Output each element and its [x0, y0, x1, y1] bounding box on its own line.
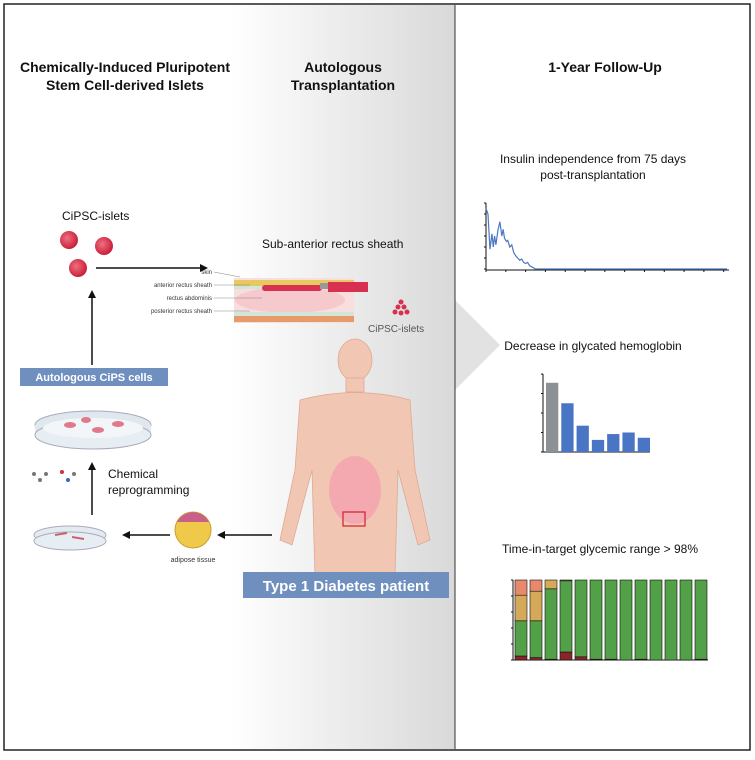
- insulin-line-chart: [484, 202, 729, 272]
- bar-day-75: [561, 403, 574, 452]
- site-title: Sub-anterior rectus sheath: [262, 237, 403, 251]
- stacked-segment: [529, 620, 543, 658]
- transition-gradient: [230, 5, 455, 749]
- layer-anterior-sheath: anterior rectus sheath: [154, 283, 212, 289]
- islet-cluster-icon: [60, 231, 113, 277]
- stacked-segment: [529, 657, 543, 661]
- reprogramming-line1: Chemical: [108, 467, 158, 481]
- stacked-segment: [529, 590, 543, 622]
- injected-islets-icon: [392, 299, 410, 316]
- stacked-segment: [544, 588, 558, 660]
- stacked-segment: [664, 579, 678, 661]
- chart2-title: Decrease in glycated hemoglobin: [504, 339, 681, 353]
- chart1-title-line1: Insulin independence from 75 days: [500, 152, 686, 166]
- stacked-segment: [559, 651, 573, 661]
- arrow-head-icon: [88, 462, 96, 470]
- header-col2-line2: Transplantation: [291, 77, 395, 93]
- petri-dish-fibroblasts-icon: [33, 525, 107, 551]
- bar-day-120: [576, 425, 589, 452]
- stacked-segment: [649, 579, 663, 661]
- injected-islets-label: CiPSC-islets: [368, 324, 424, 335]
- petri-dish-cells-icon: [34, 410, 152, 450]
- bar-baseline: [546, 382, 559, 452]
- stacked-segment: [559, 579, 573, 582]
- layer-rectus-abdominis: rectus abdominis: [167, 296, 212, 302]
- header-col1-line2: Stem Cell-derived Islets: [46, 77, 204, 93]
- stacked-segment: [589, 579, 603, 660]
- arrow-head-icon: [88, 290, 96, 298]
- stacked-segment: [514, 620, 528, 657]
- arrow-head-icon: [200, 264, 208, 272]
- hba1c-bar-chart: [541, 373, 650, 453]
- time-in-range-stacked-chart: [511, 579, 708, 661]
- stacked-segment: [574, 579, 588, 658]
- layer-skin: skin: [201, 270, 212, 276]
- tissue-cross-section: [234, 278, 368, 323]
- stacked-segment: [514, 655, 528, 661]
- cells-badge-label: Autologous CiPS cells: [35, 372, 152, 384]
- reprogramming-line2: reprogramming: [108, 483, 189, 497]
- adipose-label: adipose tissue: [171, 557, 216, 564]
- adipose-tissue-icon: [174, 511, 212, 549]
- header-col1-line1: Chemically-Induced Pluripotent: [20, 59, 230, 75]
- stacked-segment: [514, 594, 528, 622]
- islets-label: CiPSC-islets: [62, 209, 129, 223]
- stacked-segment: [679, 579, 693, 661]
- stacked-segment: [619, 579, 633, 661]
- stacked-segment: [604, 579, 618, 660]
- chart1-title-line2: post-transplantation: [540, 168, 645, 182]
- stacked-segment: [574, 656, 588, 661]
- bar-day-300: [622, 432, 635, 452]
- arrow-head-icon: [217, 531, 225, 539]
- bar-day-240: [607, 434, 620, 452]
- stacked-segment: [529, 579, 543, 592]
- chart3-title: Time-in-target glycemic range > 98%: [502, 542, 698, 556]
- stacked-segment: [694, 579, 708, 660]
- header-col3: 1-Year Follow-Up: [548, 59, 662, 75]
- insulin-series-line: [485, 208, 727, 270]
- stacked-segment: [544, 579, 558, 590]
- header-col2-line1: Autologous: [304, 59, 382, 75]
- arrow-head-icon: [122, 531, 130, 539]
- stacked-segment: [634, 579, 648, 660]
- layer-posterior-sheath: posterior rectus sheath: [151, 309, 212, 315]
- bar-day-180: [591, 439, 605, 452]
- chevron-arrow-icon: [455, 300, 500, 390]
- patient-badge-label: Type 1 Diabetes patient: [263, 578, 429, 595]
- stacked-segment: [514, 579, 528, 596]
- chemical-molecules-icon: [32, 470, 76, 482]
- bar-day-360: [637, 437, 650, 452]
- human-body-icon: [279, 338, 431, 576]
- patient-badge: [243, 572, 449, 598]
- stacked-segment: [559, 580, 573, 653]
- cells-badge: [20, 368, 168, 386]
